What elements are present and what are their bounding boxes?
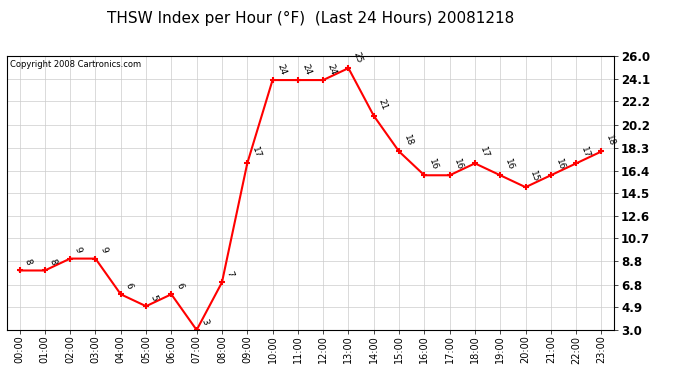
Text: THSW Index per Hour (°F)  (Last 24 Hours) 20081218: THSW Index per Hour (°F) (Last 24 Hours)… xyxy=(107,11,514,26)
Text: 25: 25 xyxy=(351,50,364,64)
Text: 21: 21 xyxy=(377,98,389,112)
Text: 18: 18 xyxy=(604,134,617,147)
Text: 5: 5 xyxy=(149,294,159,302)
Text: 8: 8 xyxy=(22,258,32,266)
Text: 17: 17 xyxy=(250,146,262,159)
Text: 18: 18 xyxy=(402,134,414,147)
Text: 6: 6 xyxy=(174,282,184,290)
Text: 9: 9 xyxy=(98,246,108,254)
Text: 16: 16 xyxy=(427,157,440,171)
Text: 7: 7 xyxy=(225,270,235,278)
Text: Copyright 2008 Cartronics.com: Copyright 2008 Cartronics.com xyxy=(10,60,141,69)
Text: 16: 16 xyxy=(503,157,515,171)
Text: 24: 24 xyxy=(275,62,288,76)
Text: 24: 24 xyxy=(326,62,338,76)
Text: 17: 17 xyxy=(579,146,591,159)
Text: 6: 6 xyxy=(124,282,134,290)
Text: 3: 3 xyxy=(199,317,210,326)
Text: 9: 9 xyxy=(73,246,83,254)
Text: 16: 16 xyxy=(453,157,465,171)
Text: 17: 17 xyxy=(477,146,490,159)
Text: 15: 15 xyxy=(529,169,541,183)
Text: 24: 24 xyxy=(301,62,313,76)
Text: 8: 8 xyxy=(48,258,58,266)
Text: 16: 16 xyxy=(553,157,566,171)
